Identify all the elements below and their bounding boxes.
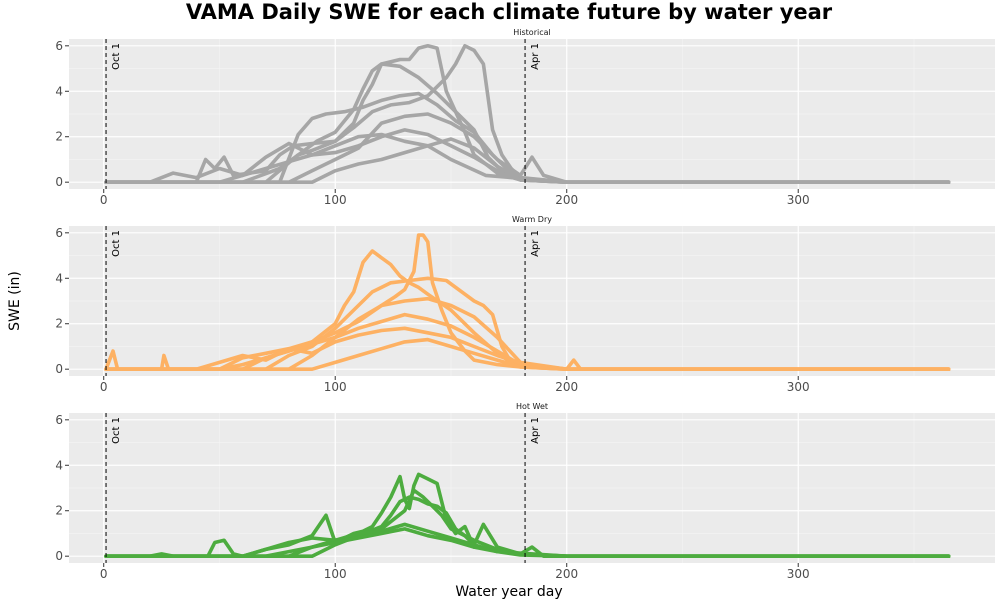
x-tick-label: 200	[555, 567, 578, 581]
series-line-6	[104, 112, 951, 184]
x-tick-label: 0	[100, 193, 108, 207]
series-line-7	[104, 337, 951, 372]
reference-line-label: Apr 1	[530, 417, 541, 444]
y-axis-title: SWE (in)	[7, 271, 23, 331]
y-tick-label: 6	[55, 39, 63, 53]
y-tick-label: 4	[55, 271, 63, 285]
panel-historical: Historical Oct 1 Apr 1 0 2 4 6 0 100 200 300	[55, 28, 995, 207]
x-tick-label: 300	[787, 380, 810, 394]
y-tick-label: 0	[55, 175, 63, 189]
y-tick-label: 6	[55, 413, 63, 427]
reference-line-label: Oct 1	[111, 43, 122, 70]
x-tick-label: 300	[787, 193, 810, 207]
series-line-5	[104, 527, 951, 559]
y-tick-label: 0	[55, 549, 63, 563]
x-tick-label: 100	[324, 567, 347, 581]
y-tick-label: 4	[55, 84, 63, 98]
panel-strip-label: Warm Dry	[512, 215, 552, 224]
panel-strip-label: Hot Wet	[516, 402, 548, 411]
panel-warm-dry: Warm Dry Oct 1 Apr 1 0 2 4 6 0 100 200 300	[55, 215, 995, 394]
reference-line-label: Oct 1	[111, 230, 122, 257]
reference-line-label: Oct 1	[111, 417, 122, 444]
y-tick-label: 2	[55, 504, 63, 518]
chart-title: VAMA Daily SWE for each climate future b…	[186, 0, 833, 24]
x-tick-label: 200	[555, 193, 578, 207]
panel-strip-label: Historical	[513, 28, 550, 37]
y-tick-label: 2	[55, 317, 63, 331]
x-tick-label: 100	[324, 380, 347, 394]
series-line-7	[104, 132, 951, 184]
reference-line-label: Apr 1	[530, 230, 541, 257]
y-tick-label: 0	[55, 362, 63, 376]
x-tick-label: 0	[100, 380, 108, 394]
panel-hot-wet: Hot Wet Oct 1 Apr 1 0 2 4 6 0 100 200 300	[55, 402, 995, 581]
x-tick-label: 200	[555, 380, 578, 394]
series-line-3	[104, 276, 951, 372]
y-tick-label: 2	[55, 130, 63, 144]
series-line-6	[104, 326, 951, 372]
series-line-8	[104, 137, 951, 184]
x-axis-title: Water year day	[455, 584, 562, 600]
x-tick-label: 100	[324, 193, 347, 207]
y-tick-label: 6	[55, 226, 63, 240]
reference-line-label: Apr 1	[530, 43, 541, 70]
y-tick-label: 4	[55, 458, 63, 472]
x-tick-label: 0	[100, 567, 108, 581]
x-tick-label: 300	[787, 567, 810, 581]
series-line-1	[104, 233, 951, 372]
series-line-5	[104, 128, 951, 184]
